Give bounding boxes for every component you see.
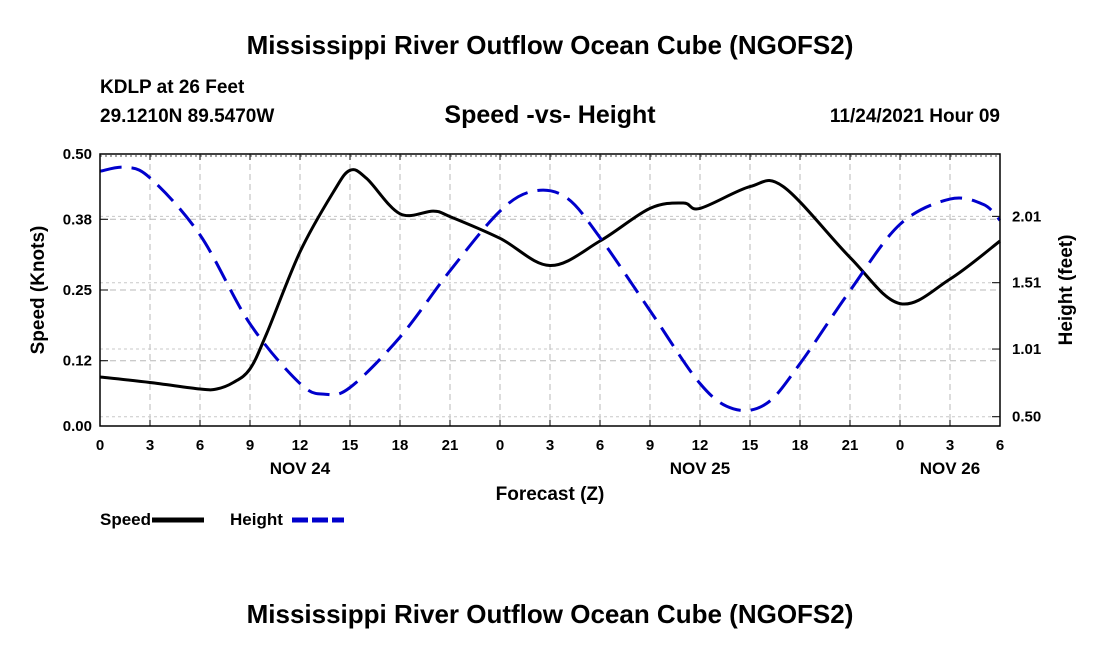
chart-title: Mississippi River Outflow Ocean Cube (NG… <box>246 30 854 60</box>
x-tick-label: 0 <box>496 437 504 454</box>
legend-label-height: Height <box>230 510 283 529</box>
x-tick-label: 0 <box>896 437 904 454</box>
grid <box>100 154 1000 426</box>
legend-label-speed: Speed <box>100 510 151 529</box>
right-y-tick-label: 0.50 <box>1012 409 1041 426</box>
date-label: NOV 25 <box>670 459 730 478</box>
station-label: KDLP at 26 Feet <box>100 77 245 98</box>
left-axis-label: Speed (Knots) <box>28 226 49 355</box>
x-tick-label: 15 <box>342 437 359 454</box>
x-tick-label: 3 <box>946 437 954 454</box>
x-axis-label: Forecast (Z) <box>496 484 605 505</box>
x-tick-label: 15 <box>742 437 759 454</box>
series-line-height <box>99 165 1002 413</box>
left-y-tick-label: 0.38 <box>63 211 92 228</box>
x-tick-label: 6 <box>596 437 604 454</box>
right-y-tick-label: 2.01 <box>1012 208 1041 225</box>
left-y-tick-label: 0.12 <box>63 353 92 370</box>
station-coordinates: 29.1210N 89.5470W <box>100 106 275 127</box>
left-y-tick-label: 0.25 <box>63 282 92 299</box>
x-tick-label: 0 <box>96 437 104 454</box>
x-tick-label: 9 <box>246 437 254 454</box>
left-y-tick-label: 0.50 <box>63 146 92 163</box>
x-tick-label: 3 <box>546 437 554 454</box>
right-y-tick-label: 1.51 <box>1012 275 1041 292</box>
right-y-tick-label: 1.01 <box>1012 341 1041 358</box>
x-tick-label: 21 <box>842 437 859 454</box>
x-tick-label: 18 <box>792 437 809 454</box>
x-tick-label: 21 <box>442 437 459 454</box>
x-tick-label: 6 <box>196 437 204 454</box>
bottom-chart-title: Mississippi River Outflow Ocean Cube (NG… <box>246 599 854 629</box>
forecast-datetime: 11/24/2021 Hour 09 <box>829 106 1000 127</box>
x-tick-label: 12 <box>692 437 709 454</box>
x-tick-label: 12 <box>292 437 309 454</box>
x-tick-label: 9 <box>646 437 654 454</box>
x-tick-label: 3 <box>146 437 154 454</box>
chart-subtitle: Speed -vs- Height <box>444 101 656 129</box>
right-axis-label: Height (feet) <box>1056 235 1077 346</box>
legend: Speed Height <box>100 510 344 529</box>
left-y-tick-label: 0.00 <box>63 418 92 435</box>
speed-height-chart: 0 3 6 9 12 15 18 21 0 3 6 9 12 15 18 21 0 3 6 NOV 24 NOV 25 N… <box>28 146 1077 529</box>
series-layer <box>99 165 1002 413</box>
date-label: NOV 24 <box>270 459 331 478</box>
date-label: NOV 26 <box>920 459 980 478</box>
x-tick-label: 6 <box>996 437 1004 454</box>
series-line-speed <box>99 168 1001 392</box>
axes: 0 3 6 9 12 15 18 21 0 3 6 9 12 15 18 21 0 3 6 NOV 24 NOV 25 N… <box>63 146 1041 478</box>
x-tick-label: 18 <box>392 437 409 454</box>
